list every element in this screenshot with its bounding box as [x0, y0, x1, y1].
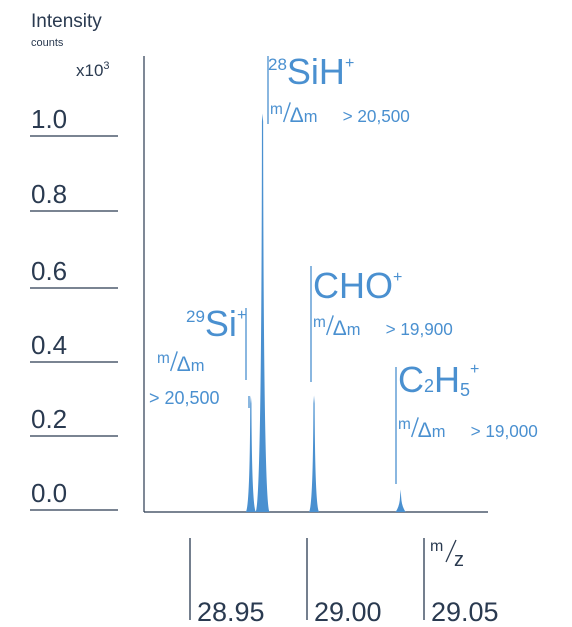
y-tick-label: 1.0 — [31, 104, 67, 134]
ion-label: C2H5+ — [398, 359, 479, 400]
y-tick-group: 1.0 0.8 0.6 0.4 0.2 0.0 — [30, 104, 118, 511]
resolution-label: m Δm — [157, 350, 205, 376]
x-tick-label: 28.95 — [197, 597, 265, 627]
y-axis-label: Intensity — [31, 11, 102, 32]
ion-label: 29Si+ — [186, 303, 246, 344]
ion-label: CHO+ — [313, 265, 402, 306]
svg-text:m: m — [270, 101, 283, 118]
spectrum-peak — [309, 395, 320, 512]
spectrum-peak — [245, 395, 256, 512]
resolution-label: m Δm > 20,500 — [270, 101, 410, 127]
y-axis-multiplier: x103 — [76, 60, 110, 80]
resolution-label: m Δm > 19,000 — [398, 416, 538, 442]
svg-text:> 19,900: > 19,900 — [386, 319, 453, 339]
svg-text:z: z — [454, 549, 464, 571]
x-tick-label: 29.05 — [431, 597, 499, 627]
spectrum-peak — [395, 489, 406, 512]
y-tick-label: 0.8 — [31, 179, 67, 209]
y-tick-label: 0.4 — [31, 330, 67, 360]
x-tick-group: 28.95 29.00 29.05 — [189, 538, 499, 627]
svg-text:Δm: Δm — [418, 419, 446, 442]
svg-text:Δm: Δm — [290, 104, 318, 127]
x-axis-label: m z — [430, 538, 464, 571]
y-tick-label: 0.0 — [31, 478, 67, 508]
peak-group — [245, 113, 406, 512]
resolution-value: > 20,500 — [149, 388, 220, 408]
y-tick-label: 0.2 — [31, 404, 67, 434]
svg-text:m: m — [313, 314, 326, 331]
svg-text:m: m — [430, 538, 443, 555]
y-tick-label: 0.6 — [31, 256, 67, 286]
spectrum-peak — [255, 113, 270, 512]
svg-text:> 19,000: > 19,000 — [471, 421, 538, 441]
y-axis-unit: counts — [31, 37, 64, 49]
svg-text:m: m — [157, 350, 170, 367]
x-tick-label: 29.00 — [314, 597, 382, 627]
svg-text:Δm: Δm — [333, 317, 361, 340]
ion-label: 28SiH+ — [268, 51, 354, 92]
svg-text:m: m — [398, 416, 411, 433]
svg-text:> 20,500: > 20,500 — [343, 106, 410, 126]
svg-text:Δm: Δm — [177, 353, 205, 376]
resolution-label: m Δm > 19,900 — [313, 314, 453, 340]
